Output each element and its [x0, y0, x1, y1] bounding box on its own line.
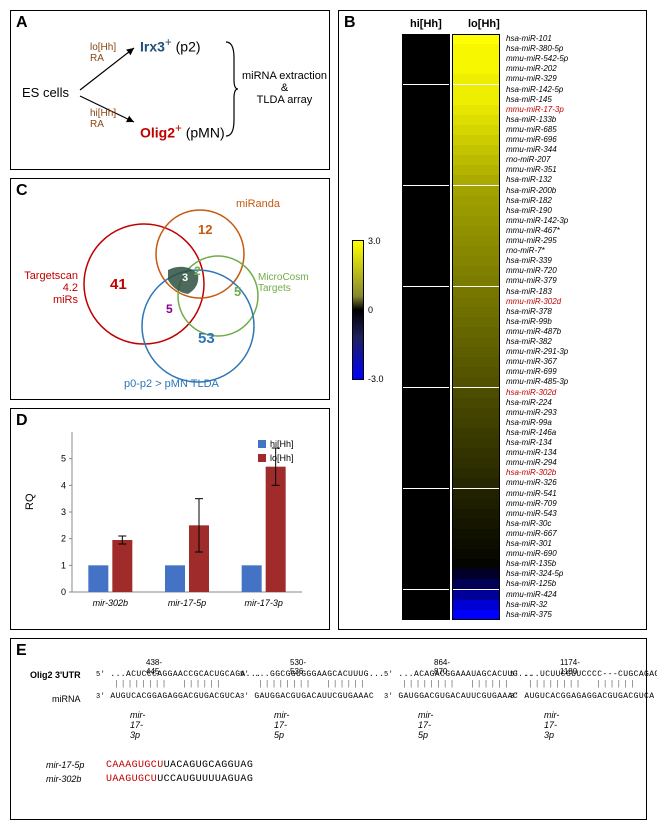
- svg-text:mir-17-3p: mir-17-3p: [244, 598, 282, 608]
- lo-hh-col: lo[Hh]: [468, 18, 500, 30]
- bracket-icon: [222, 40, 240, 138]
- targetscan-n: 41: [110, 276, 127, 293]
- rq-label: RQ: [24, 494, 36, 511]
- microcosm-label: MicroCosmTargets: [258, 272, 309, 294]
- scale-mid: 0: [368, 305, 373, 315]
- svg-text:mir-302b: mir-302b: [93, 598, 128, 608]
- svg-text:mir-17-5p: mir-17-5p: [168, 598, 206, 608]
- miranda-label: miRanda: [236, 198, 280, 210]
- svg-text:0: 0: [61, 587, 66, 597]
- hi-hh-ra: hi[Hh]RA: [90, 108, 116, 130]
- scale-bar: [352, 240, 364, 380]
- svg-text:lo[Hh]: lo[Hh]: [270, 453, 294, 463]
- mir302b-seed-label: mir-302b: [46, 774, 81, 784]
- panel-c-label: C: [16, 182, 28, 200]
- svg-text:1: 1: [61, 560, 66, 570]
- tlda-n: 53: [198, 330, 215, 347]
- overlap-left: 5: [166, 302, 173, 316]
- targetscan-label: Targetscan 4.2miRs: [18, 270, 78, 306]
- tlda-label: p0-p2 > pMN TLDA: [124, 378, 219, 390]
- lo-hh-ra: lo[Hh]RA: [90, 42, 116, 64]
- es-cells: ES cells: [22, 85, 69, 100]
- mir17-5p-seed: CAAAGUGCUUACAGUGCAGGUAG: [106, 760, 253, 771]
- microcosm-n: 5: [234, 284, 241, 299]
- panel-b-label: B: [344, 14, 356, 32]
- mirna-row-label: miRNA: [52, 694, 81, 704]
- bar-chart: 0 1 2 3 4 5 mir-302b mir-17-5p mir-17-3p hi[Hh] lo…: [48, 424, 310, 614]
- venn-center: 3: [182, 272, 188, 284]
- svg-text:hi[Hh]: hi[Hh]: [270, 439, 294, 449]
- hi-hh-col: hi[Hh]: [410, 18, 442, 30]
- mirna-extraction: miRNA extraction&TLDA array: [242, 70, 327, 106]
- overlap-top: 2: [194, 264, 201, 278]
- svg-text:5: 5: [61, 454, 66, 464]
- irx3: Irx3+ (p2): [140, 36, 201, 55]
- panel-e-label: E: [16, 642, 27, 660]
- svg-text:3: 3: [61, 507, 66, 517]
- panel-d-label: D: [16, 412, 28, 430]
- panel-a-label: A: [16, 14, 28, 32]
- scale-min: -3.0: [368, 374, 384, 384]
- svg-text:2: 2: [61, 534, 66, 544]
- scale-max: 3.0: [368, 236, 381, 246]
- mir302b-seed: UAAGUGCUUCCAUGUUUUAGUAG: [106, 774, 253, 785]
- svg-text:4: 4: [61, 480, 66, 490]
- miranda-n: 12: [198, 222, 212, 237]
- olig2-3utr-label: Olig2 3'UTR: [30, 670, 81, 680]
- mir17-5p-seed-label: mir-17-5p: [46, 760, 84, 770]
- olig2: Olig2+ (pMN): [140, 122, 225, 141]
